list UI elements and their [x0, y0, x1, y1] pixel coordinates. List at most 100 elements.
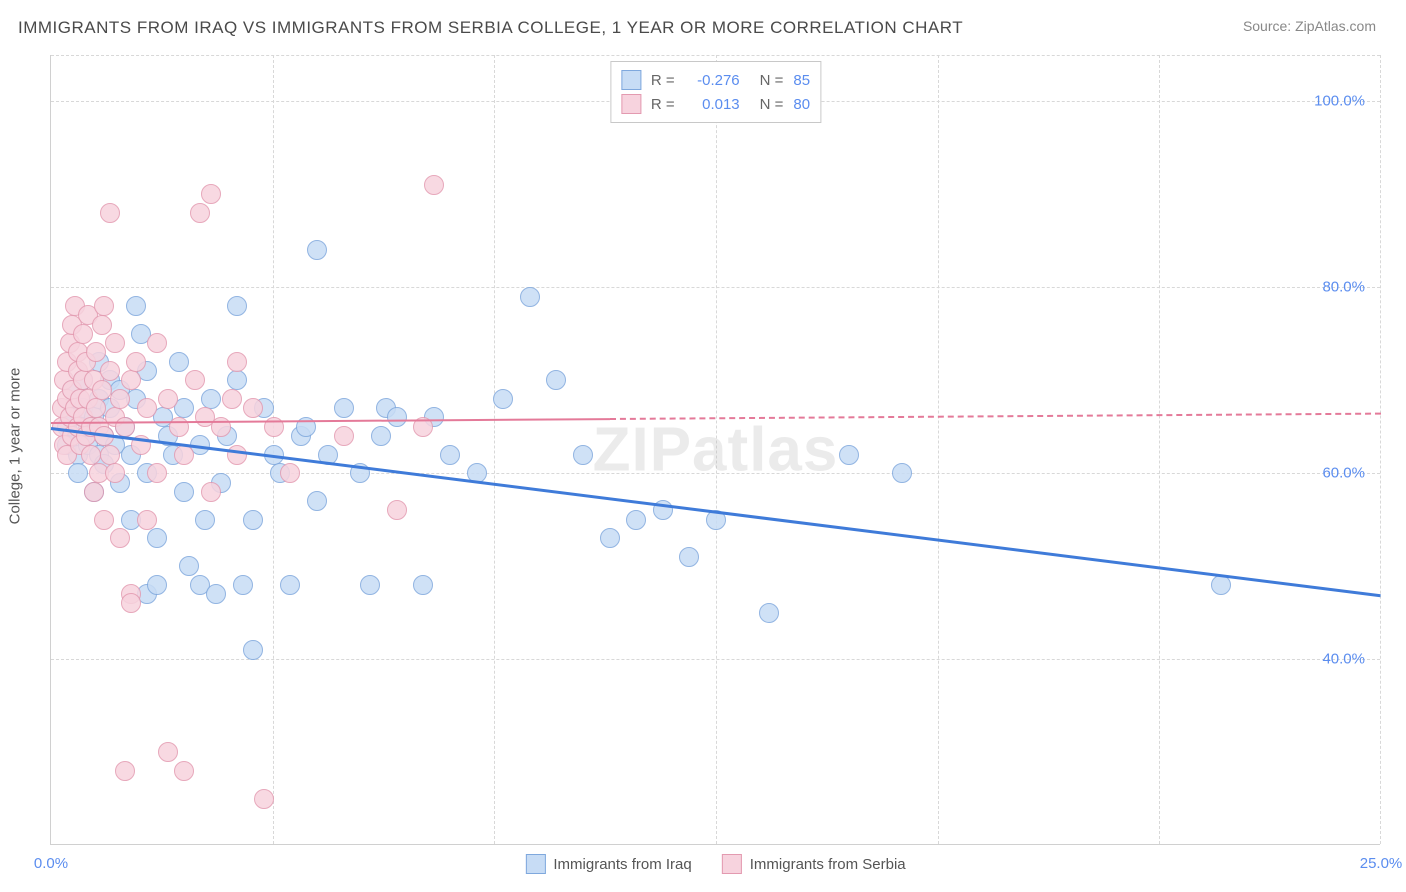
legend-row: R =0.013N =80	[621, 92, 810, 116]
data-point	[626, 510, 646, 530]
data-point	[94, 510, 114, 530]
data-point	[169, 352, 189, 372]
data-point	[201, 184, 221, 204]
data-point	[573, 445, 593, 465]
data-point	[892, 463, 912, 483]
y-tick-label: 60.0%	[1322, 465, 1365, 482]
data-point	[280, 575, 300, 595]
data-point	[174, 761, 194, 781]
data-point	[147, 575, 167, 595]
trend-line	[610, 413, 1381, 420]
data-point	[360, 575, 380, 595]
data-point	[179, 556, 199, 576]
correlation-legend: R =-0.276N =85R =0.013N =80	[610, 61, 821, 123]
data-point	[520, 287, 540, 307]
data-point	[600, 528, 620, 548]
data-point	[201, 389, 221, 409]
data-point	[387, 407, 407, 427]
data-point	[115, 417, 135, 437]
data-point	[115, 761, 135, 781]
data-point	[147, 333, 167, 353]
data-point	[222, 389, 242, 409]
data-point	[307, 491, 327, 511]
data-point	[100, 361, 120, 381]
data-point	[493, 389, 513, 409]
data-point	[105, 333, 125, 353]
data-point	[424, 175, 444, 195]
data-point	[158, 742, 178, 762]
legend-n-value: 85	[793, 72, 810, 89]
legend-n-label: N =	[760, 72, 784, 89]
data-point	[84, 482, 104, 502]
y-axis-label: College, 1 year or more	[7, 368, 24, 525]
data-point	[227, 370, 247, 390]
data-point	[100, 203, 120, 223]
data-point	[147, 463, 167, 483]
legend-label: Immigrants from Iraq	[553, 856, 691, 873]
data-point	[334, 398, 354, 418]
data-point	[81, 445, 101, 465]
data-point	[126, 296, 146, 316]
gridline-v	[1380, 55, 1381, 844]
data-point	[201, 482, 221, 502]
legend-r-value: 0.013	[685, 96, 740, 113]
data-point	[86, 398, 106, 418]
legend-r-label: R =	[651, 96, 675, 113]
data-point	[174, 482, 194, 502]
data-point	[105, 463, 125, 483]
data-point	[211, 417, 231, 437]
data-point	[73, 324, 93, 344]
data-point	[280, 463, 300, 483]
data-point	[679, 547, 699, 567]
data-point	[334, 426, 354, 446]
data-point	[86, 342, 106, 362]
data-point	[110, 528, 130, 548]
gridline-v	[494, 55, 495, 844]
x-tick-label: 25.0%	[1360, 855, 1403, 872]
gridline-v	[1159, 55, 1160, 844]
data-point	[92, 315, 112, 335]
data-point	[839, 445, 859, 465]
data-point	[121, 370, 141, 390]
data-point	[371, 426, 391, 446]
y-tick-label: 100.0%	[1314, 93, 1365, 110]
data-point	[137, 398, 157, 418]
gridline-v	[938, 55, 939, 844]
legend-swatch	[525, 854, 545, 874]
legend-item: Immigrants from Iraq	[525, 854, 691, 874]
data-point	[440, 445, 460, 465]
data-point	[68, 463, 88, 483]
data-point	[307, 240, 327, 260]
data-point	[227, 352, 247, 372]
data-point	[94, 296, 114, 316]
legend-label: Immigrants from Serbia	[750, 856, 906, 873]
data-point	[121, 593, 141, 613]
y-tick-label: 40.0%	[1322, 651, 1365, 668]
data-point	[227, 296, 247, 316]
legend-r-value: -0.276	[685, 72, 740, 89]
legend-n-label: N =	[760, 96, 784, 113]
data-point	[227, 445, 247, 465]
legend-swatch	[621, 94, 641, 114]
data-point	[233, 575, 253, 595]
data-point	[759, 603, 779, 623]
source-label: Source: ZipAtlas.com	[1243, 18, 1376, 34]
x-tick-label: 0.0%	[34, 855, 68, 872]
data-point	[413, 575, 433, 595]
series-legend: Immigrants from Iraq Immigrants from Serb…	[525, 854, 905, 874]
data-point	[158, 389, 178, 409]
data-point	[137, 510, 157, 530]
legend-row: R = -0.276 N = 85	[621, 68, 810, 92]
legend-swatch	[722, 854, 742, 874]
data-point	[546, 370, 566, 390]
data-point	[110, 389, 130, 409]
data-point	[254, 789, 274, 809]
data-point	[206, 584, 226, 604]
data-point	[243, 640, 263, 660]
legend-r-label: R =	[651, 72, 675, 89]
legend-swatch	[621, 70, 641, 90]
y-tick-label: 80.0%	[1322, 279, 1365, 296]
data-point	[92, 380, 112, 400]
legend-item: Immigrants from Serbia	[722, 854, 906, 874]
data-point	[185, 370, 205, 390]
